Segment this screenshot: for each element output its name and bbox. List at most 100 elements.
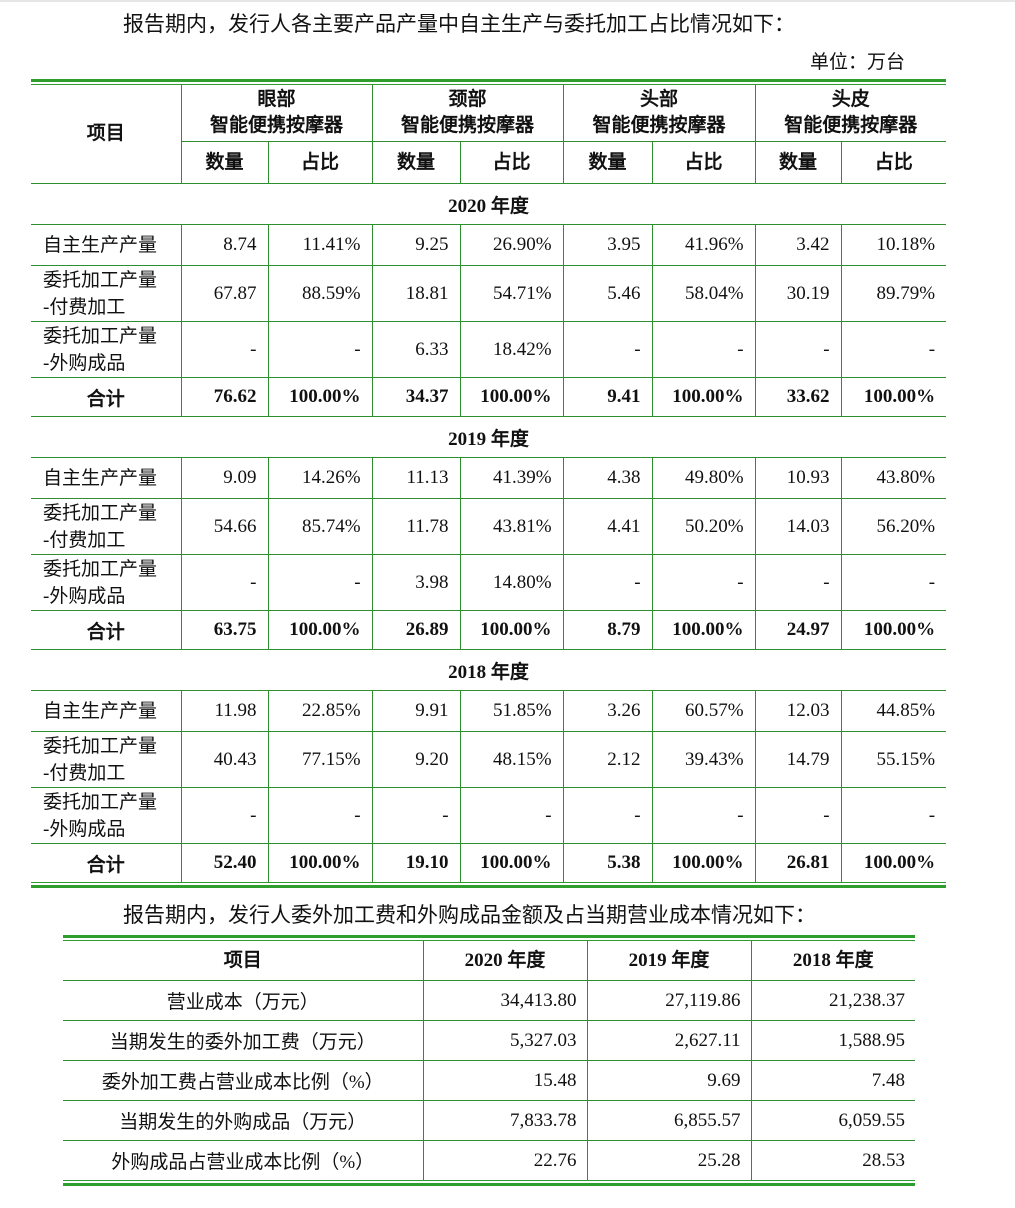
total-row: 合计 76.62 100.00% 34.37 100.00% 9.41 100.00% 33.… bbox=[31, 377, 947, 417]
table-row: 委托加工产量 -付费加工 54.66 85.74% 11.78 43.81% 4.41 50.… bbox=[31, 498, 947, 555]
total-value: 100.00% bbox=[651, 610, 756, 650]
value-cell: 3.95 bbox=[562, 224, 653, 266]
value-cell: 34,413.80 bbox=[422, 980, 588, 1021]
value-cell: - bbox=[267, 554, 373, 611]
value-cell: - bbox=[840, 321, 947, 378]
row-label-line1: 自主生产产量 bbox=[43, 234, 158, 256]
value-cell: - bbox=[754, 554, 842, 611]
value-cell: - bbox=[562, 554, 653, 611]
row-label: 委托加工产量 -外购成品 bbox=[31, 321, 182, 378]
row-label-line1: 自主生产产量 bbox=[43, 700, 158, 722]
row-label: 委托加工产量 -外购成品 bbox=[31, 787, 182, 844]
row-label: 委托加工产量 -外购成品 bbox=[31, 554, 182, 611]
value-cell: 21,238.37 bbox=[750, 980, 915, 1021]
table-row: 当期发生的外购成品（万元） 7,833.78 6,855.57 6,059.55 bbox=[63, 1100, 915, 1141]
total-value: 100.00% bbox=[651, 377, 756, 417]
product-type: 智能便携按摩器 bbox=[784, 115, 918, 136]
product-type: 智能便携按摩器 bbox=[592, 115, 726, 136]
total-row: 合计 52.40 100.00% 19.10 100.00% 5.38 100.00% 26.… bbox=[31, 843, 947, 882]
value-cell: 56.20% bbox=[840, 498, 947, 555]
product-type: 智能便携按摩器 bbox=[401, 115, 535, 136]
total-value: 34.37 bbox=[371, 377, 461, 417]
table-row: 委托加工产量 -付费加工 40.43 77.15% 9.20 48.15% 2.12 39.4… bbox=[31, 731, 947, 788]
total-value: 100.00% bbox=[267, 610, 373, 650]
total-value: 26.89 bbox=[371, 610, 461, 650]
total-value: 100.00% bbox=[459, 610, 564, 650]
product-name: 颈部 bbox=[448, 89, 487, 110]
value-cell: - bbox=[651, 554, 756, 611]
year-label: 2019 年度 bbox=[31, 416, 947, 458]
table-row: 营业成本（万元） 34,413.80 27,119.86 21,238.37 bbox=[63, 980, 915, 1021]
table-top-rule bbox=[31, 79, 946, 82]
table-row: 当期发生的委外加工费（万元） 5,327.03 2,627.11 1,588.95 bbox=[63, 1020, 915, 1061]
value-cell: - bbox=[562, 321, 653, 378]
row-label-line1: 委托加工产量 bbox=[43, 502, 158, 524]
value-cell: 28.53 bbox=[750, 1140, 915, 1180]
value-cell: 54.66 bbox=[180, 498, 269, 555]
row-label: 自主生产产量 bbox=[31, 690, 182, 732]
value-cell: 9.20 bbox=[371, 731, 461, 788]
value-cell: 3.26 bbox=[562, 690, 653, 732]
value-cell: 67.87 bbox=[180, 265, 269, 322]
row-label-line2: -外购成品 bbox=[43, 818, 126, 840]
value-cell: - bbox=[754, 787, 842, 844]
row-label-line1: 委托加工产量 bbox=[43, 791, 158, 813]
value-cell: 26.90% bbox=[459, 224, 564, 266]
product-header: 颈部 智能便携按摩器 bbox=[371, 85, 564, 142]
value-cell: 10.93 bbox=[754, 457, 842, 499]
table-top-rule-thin bbox=[31, 84, 946, 85]
value-cell: 12.03 bbox=[754, 690, 842, 732]
value-cell: 77.15% bbox=[267, 731, 373, 788]
row-label-line1: 委托加工产量 bbox=[43, 735, 158, 757]
total-row: 合计 63.75 100.00% 26.89 100.00% 8.79 100.00% 24.… bbox=[31, 610, 947, 650]
value-cell: 27,119.86 bbox=[586, 980, 752, 1021]
product-name: 头部 bbox=[640, 89, 679, 110]
value-cell: - bbox=[371, 787, 461, 844]
product-type: 智能便携按摩器 bbox=[210, 115, 344, 136]
row-label: 自主生产产量 bbox=[31, 457, 182, 499]
value-cell: 5,327.03 bbox=[422, 1020, 588, 1061]
qty-header: 数量 bbox=[181, 141, 269, 184]
value-cell: - bbox=[267, 321, 373, 378]
year-label: 2020 年度 bbox=[31, 183, 947, 225]
total-label: 合计 bbox=[31, 610, 182, 650]
table-row: 委托加工产量 -外购成品 - -6.33 18.42% - - - - bbox=[31, 321, 947, 378]
row-label: 当期发生的委外加工费（万元） bbox=[63, 1020, 424, 1061]
value-cell: 40.43 bbox=[180, 731, 269, 788]
value-cell: 6.33 bbox=[371, 321, 461, 378]
ratio-header: 占比 bbox=[267, 141, 373, 184]
value-cell: 7.48 bbox=[750, 1060, 915, 1101]
value-cell: 51.85% bbox=[459, 690, 564, 732]
value-cell: 30.19 bbox=[754, 265, 842, 322]
row-label-line2: -付费加工 bbox=[43, 296, 126, 318]
value-cell: 25.28 bbox=[586, 1140, 752, 1180]
value-cell: 89.79% bbox=[840, 265, 947, 322]
row-label-line2: -付费加工 bbox=[43, 529, 126, 551]
row-label: 委托加工产量 -付费加工 bbox=[31, 265, 182, 322]
value-cell: - bbox=[459, 787, 564, 844]
qty-header: 数量 bbox=[562, 141, 653, 184]
value-cell: 41.39% bbox=[459, 457, 564, 499]
value-cell: 48.15% bbox=[459, 731, 564, 788]
row-label: 委托加工产量 -付费加工 bbox=[31, 731, 182, 788]
qty-header: 数量 bbox=[754, 141, 842, 184]
value-cell: 10.18% bbox=[840, 224, 947, 266]
product-name: 眼部 bbox=[257, 89, 296, 110]
total-value: 9.41 bbox=[562, 377, 653, 417]
value-cell: 14.26% bbox=[267, 457, 373, 499]
value-cell: 44.85% bbox=[840, 690, 947, 732]
column-header: 项目 bbox=[63, 941, 424, 981]
total-value: 33.62 bbox=[754, 377, 842, 417]
value-cell: 54.71% bbox=[459, 265, 564, 322]
table-row: 委托加工产量 -外购成品 - - - - - - - - bbox=[31, 787, 947, 844]
header-row: 项目 眼部 智能便携按摩器 颈部 智能便携按摩器 头部 智能便携按摩器 头皮 智能便携按摩器 bbox=[31, 85, 947, 184]
value-cell: - bbox=[180, 787, 269, 844]
value-cell: 11.78 bbox=[371, 498, 461, 555]
value-cell: 85.74% bbox=[267, 498, 373, 555]
row-label: 外购成品占营业成本比例（%） bbox=[63, 1140, 424, 1180]
value-cell: 7,833.78 bbox=[422, 1100, 588, 1141]
value-cell: 43.81% bbox=[459, 498, 564, 555]
table-row: 自主生产产量 9.09 14.26% 11.13 41.39% 4.38 49.80% 10.… bbox=[31, 457, 947, 499]
row-label-line1: 委托加工产量 bbox=[43, 558, 158, 580]
total-value: 19.10 bbox=[371, 843, 461, 882]
